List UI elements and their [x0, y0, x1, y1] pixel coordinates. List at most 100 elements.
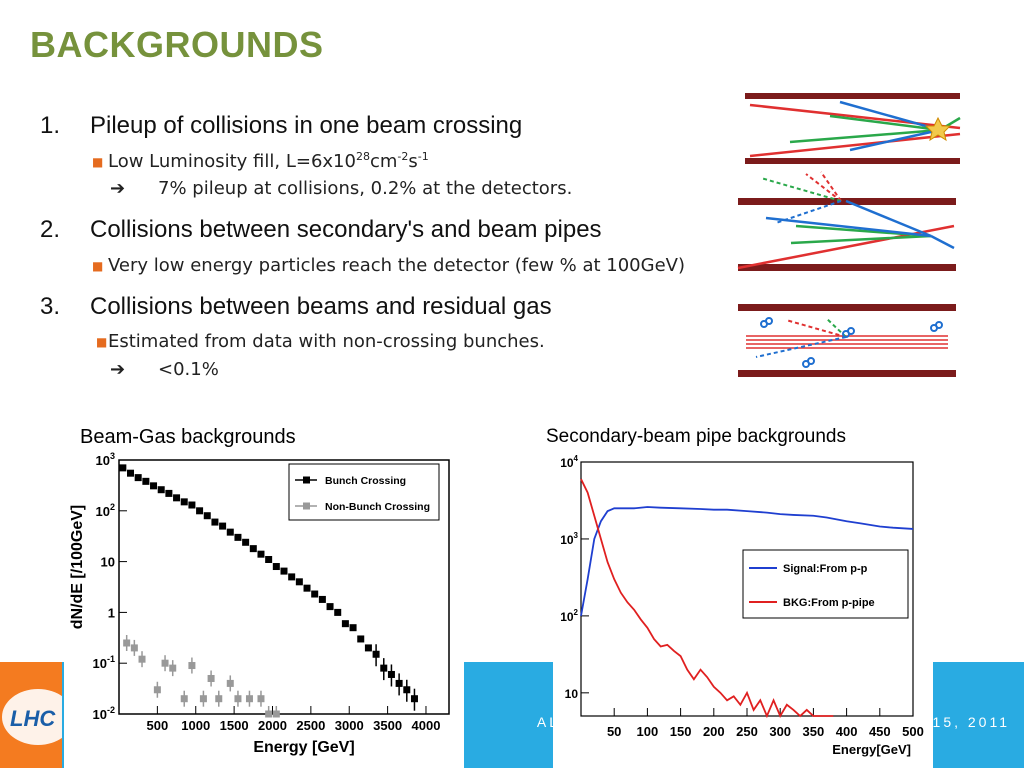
list-item-1: 1. Pileup of collisions in one beam cross…	[40, 112, 522, 140]
tick-label: 4000	[412, 718, 441, 733]
data-point	[311, 590, 319, 598]
arrow-right-icon: ➔	[110, 178, 126, 199]
tick-label: 10-2	[93, 705, 115, 722]
series-line	[580, 478, 834, 719]
data-point	[188, 501, 196, 509]
list-text: Collisions between secondary's and beam …	[90, 216, 602, 243]
arrow-line-3: ➔ <0.1%	[110, 359, 219, 380]
data-point	[153, 686, 161, 694]
data-point	[257, 695, 265, 703]
beam-pipe-top	[745, 93, 960, 99]
data-point	[130, 644, 138, 652]
pileup-diagram	[745, 93, 961, 164]
data-point	[257, 550, 265, 558]
data-point	[265, 710, 273, 718]
data-point	[165, 489, 173, 497]
legend-entry: Bunch Crossing	[325, 475, 406, 487]
data-point	[226, 679, 234, 687]
data-point	[134, 474, 142, 482]
tick-label: 104	[560, 454, 578, 470]
data-point	[341, 620, 349, 628]
data-point	[387, 670, 395, 678]
data-point	[219, 522, 227, 530]
tick-label: 103	[560, 531, 578, 547]
lumi-unit1: cm	[369, 151, 398, 172]
legend-entry: Signal:From p-p	[783, 563, 868, 575]
data-point	[288, 573, 296, 581]
data-point	[161, 659, 169, 667]
data-point	[215, 695, 223, 703]
lumi-prefix: Low Luminosity fill, L=6x10	[108, 151, 356, 172]
pipe-collision-diagram	[737, 171, 956, 271]
data-point	[196, 507, 204, 515]
data-point	[395, 679, 403, 687]
data-point	[249, 545, 257, 553]
data-point	[157, 486, 165, 494]
data-point	[326, 603, 334, 611]
list-number: 2.	[40, 216, 61, 243]
sub-bullet-low-energy: ■ Very low energy particles reach the det…	[92, 255, 685, 276]
data-point	[295, 578, 303, 586]
data-point	[357, 635, 365, 643]
tick-label: 500	[147, 718, 169, 733]
square-bullet-icon: ■	[92, 155, 104, 169]
data-point	[180, 498, 188, 506]
collision-star-icon	[924, 116, 952, 142]
tick-label: 103	[96, 452, 115, 468]
tick-label: 250	[736, 724, 758, 739]
arrow-text: <0.1%	[158, 359, 219, 380]
data-point	[380, 664, 388, 672]
tick-label: 102	[96, 502, 115, 519]
tick-label: 2000	[258, 718, 287, 733]
beam-pipe-top	[738, 304, 956, 311]
arrow-text: 7% pileup at collisions, 0.2% at the det…	[158, 178, 573, 199]
beam-gas-diagram	[738, 304, 956, 377]
tick-label: 100	[637, 724, 659, 739]
data-point	[234, 533, 242, 541]
sub-text: Estimated from data with non-crossing bu…	[108, 331, 545, 352]
chart1-caption: Beam-Gas backgrounds	[80, 426, 296, 448]
data-point	[403, 686, 411, 694]
y-axis-label: dN/dE [/100GeV]	[69, 505, 86, 629]
tick-label: 1000	[181, 718, 210, 733]
data-point	[410, 695, 418, 703]
square-bullet-icon: ■	[92, 259, 104, 273]
gas-molecule-icons	[760, 317, 943, 368]
beam-pipe-bottom	[738, 264, 956, 271]
data-point	[123, 639, 131, 647]
data-point	[180, 695, 188, 703]
lumi-exp2: -2	[397, 150, 409, 163]
legend-marker	[303, 502, 310, 510]
x-axis-label: Energy [GeV]	[253, 739, 354, 756]
beam-pipe-bottom	[745, 158, 960, 164]
lumi-unit2: s	[408, 151, 418, 172]
tick-label: 300	[769, 724, 791, 739]
slide-title: BACKGROUNDS	[30, 24, 324, 65]
arrow-right-icon: ➔	[110, 359, 126, 380]
tick-label: 450	[869, 724, 891, 739]
data-point	[372, 650, 380, 658]
tick-label: 500	[902, 724, 924, 739]
legend-marker	[303, 476, 310, 484]
data-point	[245, 695, 253, 703]
tick-label: 10-1	[93, 654, 115, 671]
tick-label: 1	[108, 605, 115, 620]
data-point	[272, 710, 280, 718]
tick-label: 10	[101, 555, 115, 570]
arrow-line-1: ➔ 7% pileup at collisions, 0.2% at the de…	[110, 178, 572, 199]
data-point	[265, 555, 273, 563]
data-point	[349, 624, 357, 632]
list-item-2: 2. Collisions between secondary's and bea…	[40, 216, 602, 244]
data-point	[119, 464, 127, 472]
data-point	[303, 584, 311, 592]
data-point	[234, 695, 242, 703]
chart2-caption: Secondary-beam pipe backgrounds	[546, 426, 846, 447]
square-bullet-icon: ■	[96, 335, 108, 349]
data-point	[272, 563, 280, 571]
tick-label: 102	[560, 608, 578, 624]
tick-label: 150	[670, 724, 692, 739]
tick-label: 50	[607, 724, 621, 739]
data-point	[173, 494, 181, 502]
tick-label: 3000	[335, 718, 364, 733]
data-point	[203, 512, 211, 520]
